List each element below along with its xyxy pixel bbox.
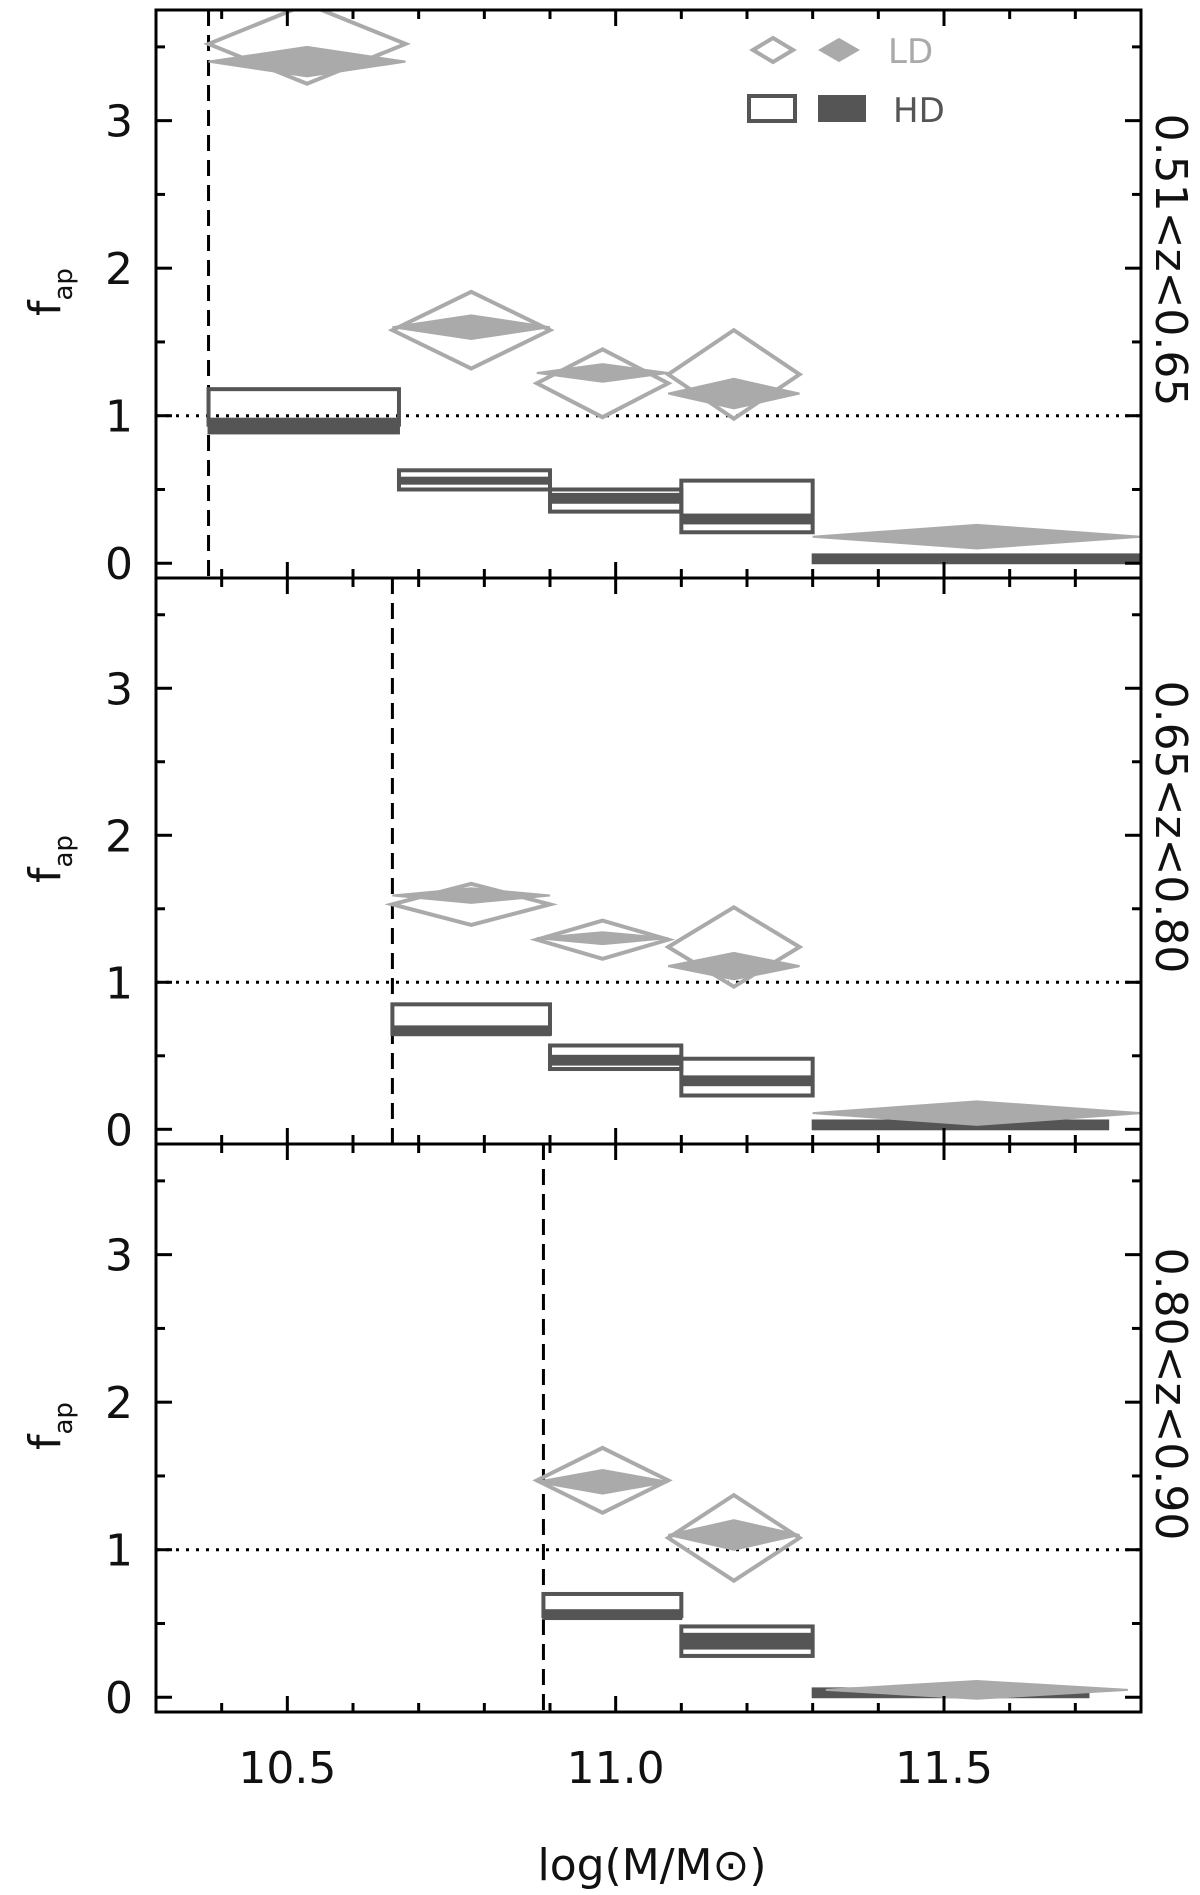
- hd-filled-bar: [397, 476, 552, 485]
- panel-3: 0 1 2 3 fap 0.80<z<0.90: [20, 1142, 1196, 1724]
- panel-redshift-label: 0.80<z<0.90: [1145, 1248, 1196, 1541]
- hd-filled-bar: [549, 1054, 683, 1066]
- y-tick-label: 0: [105, 1105, 133, 1156]
- ld-filled-diamond: [667, 1519, 800, 1551]
- ld-filled-diamond: [812, 1100, 1141, 1126]
- ld-filled-diamond: [667, 377, 800, 410]
- y-axis-title: fap: [20, 1402, 79, 1450]
- y-tick-label: 3: [105, 664, 133, 715]
- hd-open-bar: [396, 468, 553, 492]
- ld-open-diamond: [664, 904, 804, 990]
- ld-filled-diamond: [208, 45, 406, 78]
- legend-hd-filled-marker: [818, 95, 866, 122]
- y-tick-label: 3: [105, 97, 133, 148]
- legend-ld-open-marker: [749, 35, 797, 65]
- y-tick-label: 2: [105, 811, 133, 862]
- hd-filled-bar: [680, 1632, 814, 1650]
- ld-filled-diamond: [812, 523, 1141, 550]
- ld-open-diamond: [203, 10, 411, 86]
- y-axis-title-main: f: [20, 1433, 71, 1450]
- ld-open-diamond: [664, 327, 804, 422]
- y-tick-label: 2: [105, 1378, 133, 1429]
- hd-open-bar: [679, 478, 815, 535]
- panel-frame: [154, 1142, 1143, 1714]
- ld-open-diamond: [664, 1492, 804, 1584]
- y-axis-title-sub: ap: [49, 268, 79, 300]
- y-axis-title-sub: ap: [49, 835, 79, 867]
- ld-open-diamond: [384, 881, 558, 928]
- panel-data: [156, 1144, 1141, 1712]
- legend-ld-label: LD: [888, 32, 933, 72]
- ld-open-diamond: [387, 289, 555, 371]
- y-axis-title-main: f: [20, 299, 71, 316]
- legend-hd-open-marker: [747, 94, 797, 123]
- ld-filled-diamond: [392, 314, 551, 341]
- ld-filled-diamond: [392, 887, 551, 904]
- hd-open-bar: [679, 1624, 815, 1658]
- panel-data: [156, 578, 1141, 1144]
- y-tick-label: 3: [105, 1231, 133, 1282]
- panel-data: [156, 10, 1141, 578]
- hd-open-bar: [541, 1591, 684, 1619]
- y-tick-label: 1: [105, 958, 133, 1009]
- x-tick-label: 11.0: [567, 1743, 665, 1794]
- legend-hd-label: HD: [893, 91, 945, 131]
- hd-filled-bar: [680, 513, 814, 525]
- hd-filled-bar: [811, 553, 1141, 565]
- hd-open-bar: [679, 1056, 815, 1098]
- x-tick-label: 11.5: [895, 1743, 993, 1794]
- legend-ld-filled-marker: [818, 37, 860, 63]
- panel-redshift-label: 0.65<z<0.80: [1145, 681, 1196, 974]
- legend: LD HD: [747, 32, 945, 131]
- y-tick-label: 2: [105, 244, 133, 295]
- ld-open-diamond: [529, 918, 676, 961]
- hd-filled-bar: [680, 1075, 814, 1087]
- panel-frame: [154, 8, 1143, 580]
- y-axis-title: fap: [20, 268, 79, 316]
- ld-filled-diamond: [825, 1680, 1128, 1700]
- hd-open-bar: [206, 387, 401, 427]
- x-tick-label: 10.5: [238, 1743, 336, 1794]
- y-tick-label: 1: [105, 1526, 133, 1577]
- y-tick-label: 0: [105, 1673, 133, 1724]
- y-axis-title-main: f: [20, 866, 71, 883]
- hd-open-bar: [390, 1002, 552, 1036]
- y-axis-title-sub: ap: [49, 1402, 79, 1434]
- panel-redshift-label: 0.51<z<0.65: [1145, 114, 1196, 407]
- x-axis-title: log(M/M⊙): [537, 1840, 766, 1891]
- ld-open-diamond: [532, 347, 673, 420]
- panel-2: 0 1 2 3 fap 0.65<z<0.80: [20, 576, 1196, 1156]
- y-axis-title: fap: [20, 835, 79, 883]
- ld-open-diamond: [532, 1445, 673, 1516]
- y-tick-label: 1: [105, 392, 133, 443]
- y-tick-label: 0: [105, 539, 133, 590]
- hd-filled-bar: [549, 492, 683, 504]
- panel-1: 0 1 2 3 fap 0.51<z<0.65: [20, 8, 1196, 590]
